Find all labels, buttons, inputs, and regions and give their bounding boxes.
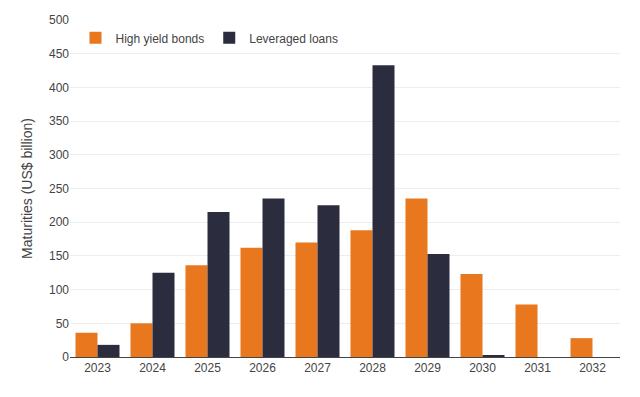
- svg-text:2027: 2027: [304, 361, 331, 375]
- svg-text:300: 300: [49, 148, 69, 162]
- svg-text:2031: 2031: [524, 361, 551, 375]
- svg-text:2026: 2026: [249, 361, 276, 375]
- svg-text:450: 450: [49, 47, 69, 61]
- svg-text:2032: 2032: [579, 361, 606, 375]
- svg-text:200: 200: [49, 215, 69, 229]
- svg-text:0: 0: [62, 350, 69, 364]
- svg-text:Leveraged loans: Leveraged loans: [249, 32, 338, 46]
- svg-text:High yield bonds: High yield bonds: [116, 32, 205, 46]
- svg-text:2024: 2024: [139, 361, 166, 375]
- svg-text:2023: 2023: [84, 361, 111, 375]
- svg-text:250: 250: [49, 182, 69, 196]
- svg-text:Maturities (US$ billion): Maturities (US$ billion): [19, 118, 35, 259]
- svg-text:100: 100: [49, 283, 69, 297]
- svg-text:400: 400: [49, 81, 69, 95]
- svg-text:150: 150: [49, 249, 69, 263]
- svg-text:2029: 2029: [414, 361, 441, 375]
- svg-text:500: 500: [49, 13, 69, 27]
- svg-text:2030: 2030: [469, 361, 496, 375]
- svg-text:50: 50: [56, 317, 70, 331]
- svg-text:350: 350: [49, 114, 69, 128]
- svg-text:2025: 2025: [194, 361, 221, 375]
- svg-text:2028: 2028: [359, 361, 386, 375]
